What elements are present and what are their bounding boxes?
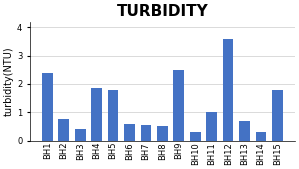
Bar [141, 125, 151, 141]
Bar [124, 124, 135, 141]
Bar [190, 132, 201, 141]
Bar [42, 73, 53, 141]
Bar [272, 90, 283, 141]
Bar [223, 39, 234, 141]
Bar [256, 132, 266, 141]
Bar [108, 90, 118, 141]
Title: TURBIDITY: TURBIDITY [117, 4, 208, 19]
Bar [58, 119, 69, 141]
Bar [173, 70, 184, 141]
Bar [75, 129, 86, 141]
Bar [206, 112, 217, 141]
Bar [239, 121, 250, 141]
Bar [91, 88, 102, 141]
Y-axis label: turbidity(NTU): turbidity(NTU) [4, 46, 14, 116]
Bar [157, 126, 168, 141]
